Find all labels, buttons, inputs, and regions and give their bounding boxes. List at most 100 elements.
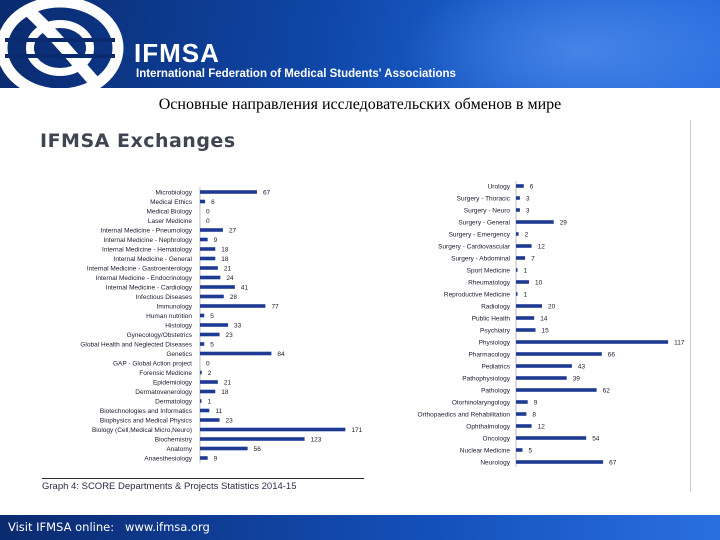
chart-0-category-label: Genetics — [166, 351, 192, 358]
chart-0-bar — [200, 427, 346, 432]
chart-0-value-label: 9 — [214, 237, 218, 244]
chart-0-value-label: 33 — [234, 323, 242, 330]
chart-1-bar — [516, 400, 528, 404]
chart-0-bar — [200, 237, 208, 242]
chart-0-category-label: Medical Biology — [146, 209, 192, 216]
chart-title: IFMSA Exchanges — [40, 130, 236, 152]
chart-1-value-label: 1 — [524, 292, 528, 299]
chart-0-value-label: 123 — [311, 437, 322, 444]
chart-1-bar — [516, 328, 536, 332]
chart-1-value-label: 66 — [608, 352, 616, 359]
chart-1-bar — [516, 412, 527, 416]
chart-1-bar — [516, 244, 532, 248]
chart-1-category-label: Pharmacology — [468, 352, 510, 359]
chart-0-category-label: Biophysics and Medical Physics — [100, 418, 193, 425]
chart-0-bar — [200, 342, 205, 346]
chart-0-category-label: Internal Medicine - Cardiology — [106, 285, 193, 292]
slide-subtitle: Основные направления исследовательских о… — [158, 96, 562, 113]
chart-1-value-label: 43 — [578, 364, 586, 371]
chart-1-category-label: Pathophysiology — [462, 376, 510, 383]
chart-1-category-label: Surgery - Abdominal — [451, 256, 510, 263]
brand-tagline: International Federation of Medical Stud… — [136, 68, 456, 80]
header-glow — [400, 0, 720, 88]
chart-1-category-label: Pediatrics — [481, 364, 510, 371]
chart-0-bar — [200, 294, 224, 299]
footer-text: Visit IFMSA online: www.ifmsa.org — [8, 520, 210, 534]
chart-0-bar — [200, 266, 218, 270]
chart-1-bar — [516, 292, 518, 296]
chart-0-value-label: 67 — [263, 190, 271, 197]
chart-0-category-label: Global Health and Neglected Diseases — [80, 342, 192, 349]
chart-0-bar — [200, 304, 266, 308]
chart-1-value-label: 3 — [526, 196, 530, 203]
chart-0-category-label: Biochemistry — [155, 437, 193, 444]
chart-0-bar — [200, 199, 206, 204]
chart-1-category-label: Ophthalmology — [466, 424, 510, 431]
chart-0-value-label: 84 — [277, 351, 285, 358]
chart-1-bar — [516, 436, 587, 440]
chart-1-value-label: 2 — [525, 232, 529, 239]
chart-0-value-label: 0 — [206, 218, 210, 225]
ifmsa-logo-icon — [0, 0, 124, 88]
chart-1-value-label: 12 — [538, 244, 546, 251]
chart-1-value-label: 62 — [603, 388, 611, 395]
chart-0-category-label: Histology — [165, 323, 192, 330]
chart-0-bar — [200, 190, 257, 194]
chart-1-bar — [516, 340, 669, 344]
chart-0-value-label: 28 — [230, 294, 238, 301]
chart-0-category-label: Anatomy — [166, 446, 192, 453]
chart-0-category-label: Internal Medicine - Hematology — [102, 247, 193, 254]
chart-0-bar — [200, 247, 216, 251]
chart-0-bar — [200, 389, 216, 394]
chart-1-category-label: Psychiatry — [480, 328, 511, 335]
chart-1-value-label: 9 — [534, 400, 538, 407]
chart-0-category-label: Microbiology — [156, 190, 193, 197]
chart-0-category-label: Internal Medicine - Nephrology — [103, 237, 192, 244]
header-banner: IFMSA International Federation of Medica… — [0, 0, 720, 88]
chart-0-category-label: Laser Medicine — [148, 218, 192, 225]
chart-1-category-label: Urology — [488, 184, 511, 191]
chart-1-value-label: 5 — [529, 448, 533, 455]
chart-1-bar — [516, 304, 542, 308]
chart-1-category-label: Surgery - Neuro — [464, 208, 511, 215]
chart-1-value-label: 15 — [542, 328, 550, 335]
chart-1-bar — [516, 352, 602, 356]
chart-0-bar — [200, 275, 221, 280]
chart-0-bar — [200, 285, 235, 289]
chart-1-bar — [516, 196, 520, 200]
chart-1-bar — [516, 268, 518, 272]
chart-1-category-label: Orthopaedics and Rehabilitation — [417, 412, 510, 419]
chart-0-category-label: Medical Ethics — [150, 199, 193, 206]
chart-0-category-label: Anaesthesiology — [144, 456, 192, 463]
chart-0-bar — [200, 228, 223, 232]
chart-1-category-label: Surgery - Cardiovascular — [438, 244, 511, 251]
chart-0-bar — [200, 399, 202, 403]
chart-1-bar — [516, 316, 535, 320]
chart-0-value-label: 5 — [210, 313, 214, 320]
chart-1-bar — [516, 376, 567, 380]
chart-0-value-label: 41 — [241, 285, 249, 292]
chart-1-category-label: Surgery - Emergency — [449, 232, 511, 239]
chart-0-value-label: 18 — [221, 256, 229, 263]
chart-1-bar — [516, 184, 524, 188]
chart-1-category-label: Surgery - Thoracic — [457, 196, 511, 203]
chart-1-value-label: 20 — [548, 304, 556, 311]
chart-0-bar — [200, 418, 220, 422]
chart-0-value-label: 1 — [208, 399, 212, 406]
chart-0-category-label: Human nutrition — [146, 313, 192, 320]
chart-1-bar — [516, 388, 597, 392]
chart-1-bar — [516, 220, 554, 224]
chart-0-category-label: Immunology — [157, 304, 193, 311]
chart-1-value-label: 6 — [530, 184, 534, 191]
chart-0-value-label: 6 — [211, 199, 215, 206]
chart-0-category-label: Internal Medicine - Gastroenterology — [87, 266, 193, 273]
chart-1-category-label: Sport Medicine — [467, 268, 511, 275]
chart-1-bar — [516, 232, 519, 236]
chart-1-bar — [516, 448, 523, 452]
chart-0-value-label: 21 — [224, 380, 232, 387]
chart-1-value-label: 117 — [674, 340, 685, 347]
chart-0-value-label: 23 — [226, 418, 234, 425]
chart-0-category-label: Epidemiology — [153, 380, 193, 387]
chart-0-value-label: 77 — [271, 304, 279, 311]
chart-1-category-label: Surgery - General — [458, 220, 510, 227]
